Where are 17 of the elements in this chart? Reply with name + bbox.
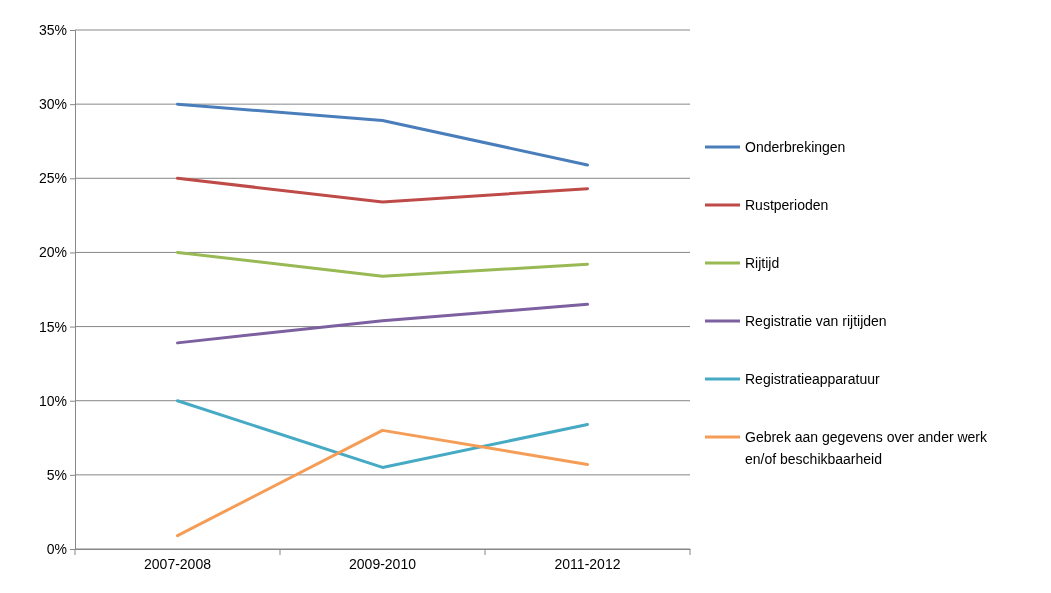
x-tick-label: 2011-2012 [554,555,621,572]
legend-label: Rustperioden [745,197,829,213]
legend-label: Rijtijd [745,255,780,271]
x-tick-label: 2007-2008 [144,555,212,572]
y-tick-label: 20% [38,244,67,261]
y-tick-label: 35% [38,21,67,38]
y-tick-label: 10% [38,392,67,409]
x-tick-label: 2009-2010 [349,555,417,572]
legend-label: Registratie van rijtijden [745,313,887,329]
legend-label: Registratieapparatuur [745,371,880,387]
y-tick-label: 25% [38,170,67,187]
y-tick-label: 0% [46,540,67,557]
legend-label: Gebrek aan gegevens over ander werk en/of beschikbaarheid [745,429,989,467]
y-tick-label: 30% [38,96,67,113]
legend-label: Onderbrekingen [745,139,846,155]
y-tick-label: 15% [38,318,67,335]
y-tick-label: 5% [46,466,67,483]
